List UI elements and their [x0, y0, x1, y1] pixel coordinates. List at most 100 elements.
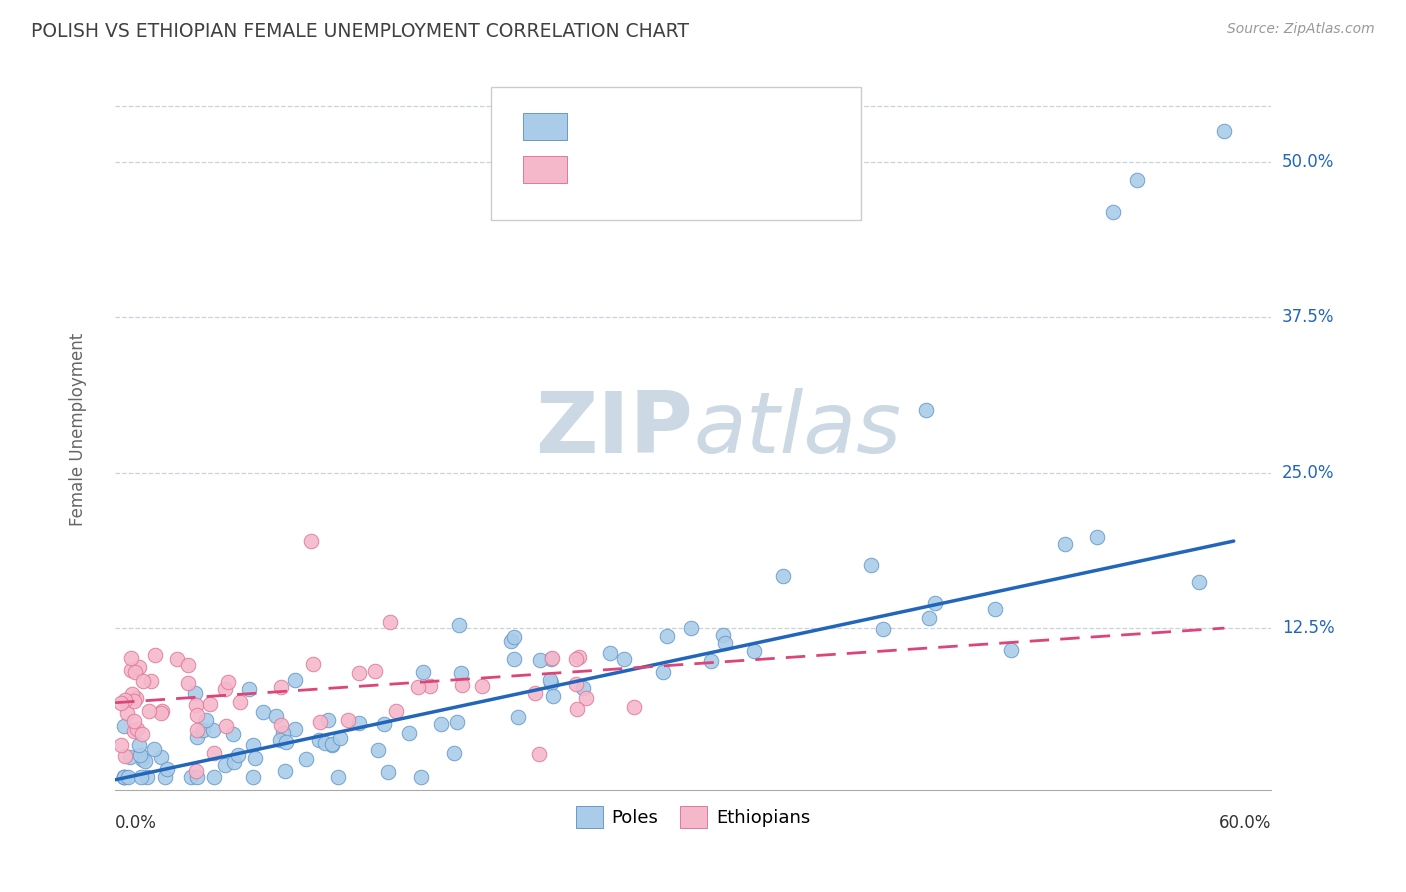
Point: [567, 702, 589, 716]
Point: [314, 736, 336, 750]
Point: [114, 749, 136, 764]
Point: [200, 697, 222, 711]
Text: 12.5%: 12.5%: [1282, 619, 1334, 637]
Point: [125, 691, 148, 706]
Point: [613, 652, 636, 666]
Point: [326, 770, 349, 784]
Point: [412, 665, 434, 679]
Point: [408, 680, 430, 694]
Text: R = 0.303   N = 57: R = 0.303 N = 57: [588, 161, 758, 178]
Point: [114, 693, 136, 707]
Point: [274, 735, 297, 749]
Point: [129, 770, 152, 784]
Point: [443, 746, 465, 760]
Point: [321, 738, 343, 752]
Point: [118, 749, 141, 764]
Point: [201, 723, 224, 737]
Point: [270, 680, 292, 694]
Point: [217, 674, 239, 689]
Point: [1085, 530, 1108, 544]
Point: [184, 698, 207, 713]
Point: [398, 725, 420, 739]
Point: [269, 733, 291, 747]
Point: [565, 652, 588, 666]
Point: [270, 718, 292, 732]
Point: [139, 673, 162, 688]
Point: [136, 770, 159, 784]
Point: [193, 723, 215, 738]
Point: [150, 750, 173, 764]
Point: [1126, 173, 1149, 187]
Point: [122, 724, 145, 739]
Point: [112, 770, 135, 784]
Point: [186, 731, 208, 745]
Point: [150, 705, 173, 719]
Point: [238, 681, 260, 696]
Point: [447, 618, 470, 632]
Point: [134, 754, 156, 768]
Point: [541, 651, 564, 665]
Point: [222, 755, 245, 769]
Point: [120, 663, 142, 677]
Point: [860, 558, 883, 572]
Point: [184, 764, 207, 778]
Point: [742, 644, 765, 658]
Point: [128, 747, 150, 762]
Point: [112, 719, 135, 733]
Point: [222, 727, 245, 741]
Point: [202, 746, 225, 760]
Point: [131, 727, 153, 741]
Point: [112, 770, 135, 784]
Point: [347, 715, 370, 730]
Text: Source: ZipAtlas.com: Source: ZipAtlas.com: [1227, 22, 1375, 37]
Point: [138, 704, 160, 718]
Point: [143, 742, 166, 756]
Point: [143, 648, 166, 663]
Point: [430, 717, 453, 731]
Point: [132, 673, 155, 688]
Legend: Poles, Ethiopians: Poles, Ethiopians: [568, 798, 818, 835]
Point: [153, 770, 176, 784]
Point: [538, 673, 561, 688]
Text: ZIP: ZIP: [536, 388, 693, 471]
Point: [377, 765, 399, 780]
Point: [117, 770, 139, 784]
Point: [451, 678, 474, 692]
Point: [373, 717, 395, 731]
Point: [112, 770, 135, 784]
Point: [127, 722, 149, 736]
Point: [302, 657, 325, 672]
Point: [155, 763, 177, 777]
Point: [419, 680, 441, 694]
Point: [918, 610, 941, 624]
Point: [184, 685, 207, 699]
Point: [117, 706, 139, 720]
Point: [565, 677, 588, 691]
Point: [529, 747, 551, 761]
Text: 60.0%: 60.0%: [1219, 814, 1271, 832]
Point: [655, 629, 678, 643]
Text: 37.5%: 37.5%: [1282, 309, 1334, 326]
Point: [623, 700, 645, 714]
Point: [700, 654, 723, 668]
Point: [1101, 204, 1123, 219]
Point: [575, 691, 598, 706]
Point: [384, 705, 406, 719]
Point: [714, 635, 737, 649]
Text: atlas: atlas: [693, 388, 901, 471]
Point: [252, 705, 274, 719]
Point: [363, 665, 385, 679]
Point: [329, 731, 352, 745]
FancyBboxPatch shape: [523, 156, 567, 183]
Point: [541, 689, 564, 703]
Point: [568, 650, 591, 665]
Point: [1188, 575, 1211, 590]
Point: [681, 621, 703, 635]
Point: [177, 676, 200, 690]
Point: [1053, 537, 1076, 551]
Point: [308, 733, 330, 747]
Point: [540, 676, 562, 690]
Point: [308, 715, 330, 730]
Point: [446, 714, 468, 729]
Point: [337, 714, 360, 728]
